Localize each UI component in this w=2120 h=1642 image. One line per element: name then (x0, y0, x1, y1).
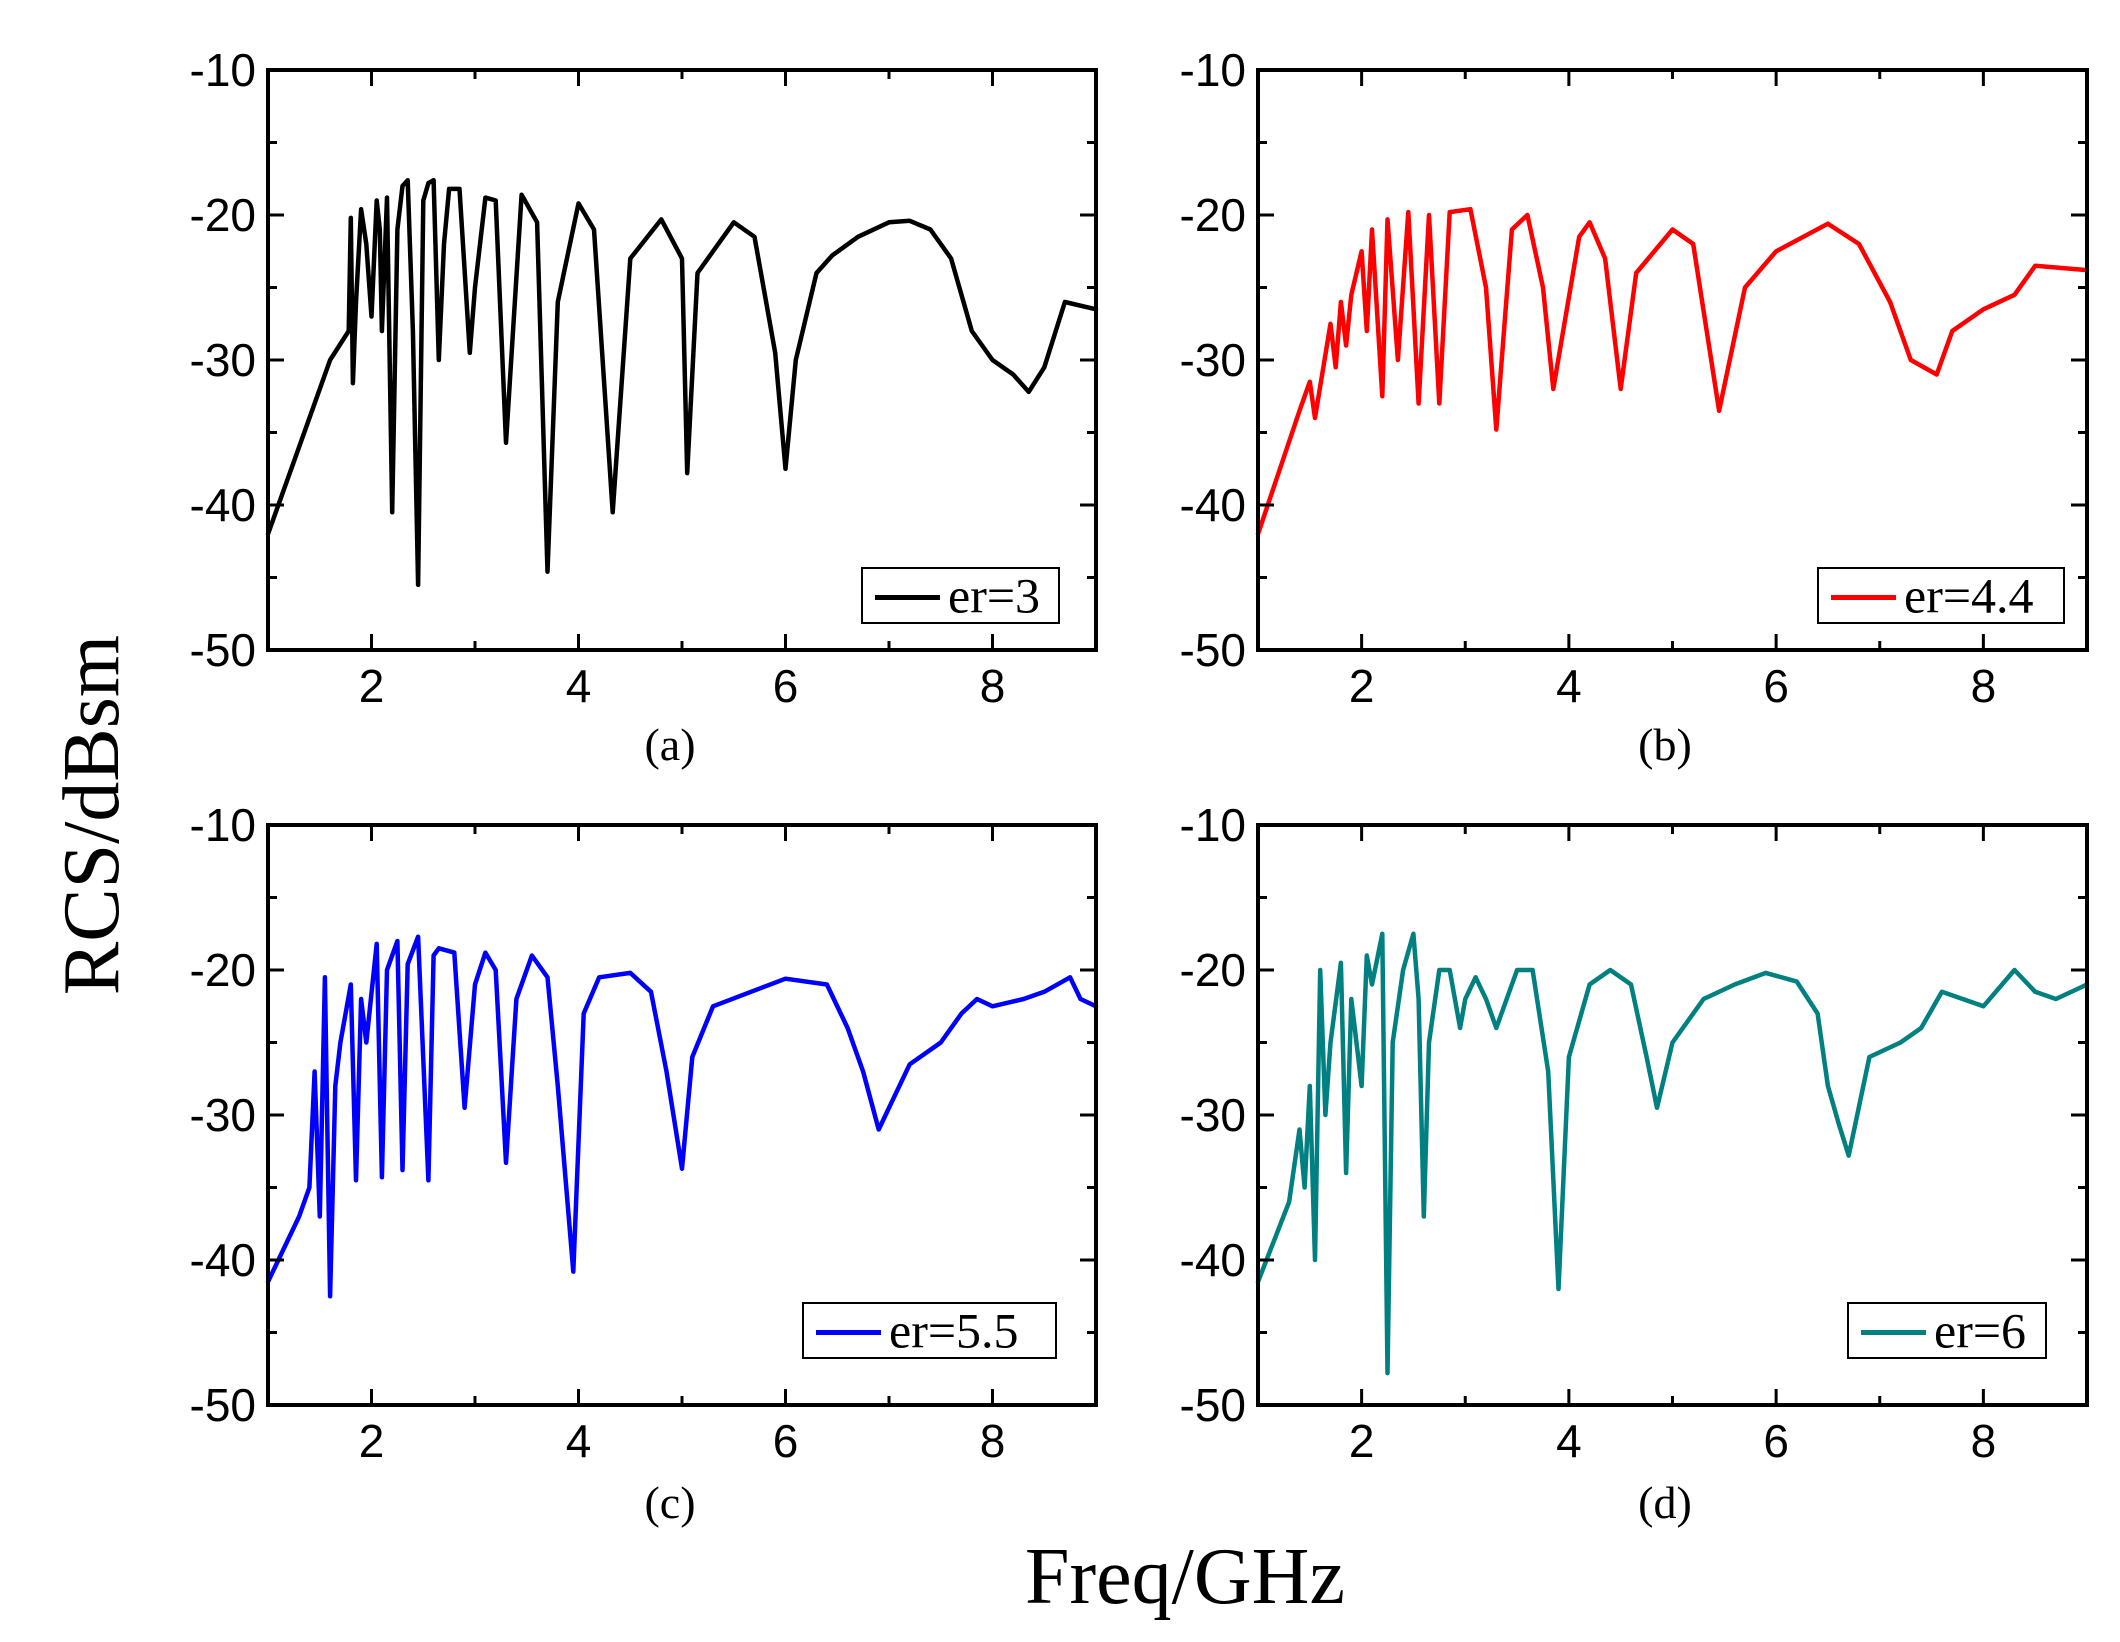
x-axis-title: Freq/GHz (1025, 1533, 1345, 1621)
y-tick-label: -50 (190, 1379, 256, 1431)
series-line (265, 934, 1099, 1299)
legend: er=6 (1847, 1302, 2047, 1359)
y-tick-label: -10 (190, 44, 256, 96)
y-tick-label: -50 (190, 624, 256, 676)
series-line (1255, 206, 2090, 537)
x-tick-label: 2 (1349, 1415, 1375, 1467)
y-tick-label: -50 (1180, 624, 1246, 676)
x-tick-label: 8 (980, 1415, 1006, 1467)
x-tick-label: 4 (1556, 1415, 1582, 1467)
legend-label: er=6 (1934, 1303, 2026, 1359)
x-tick-label: 6 (773, 1415, 799, 1467)
y-tick-label: -20 (1180, 944, 1246, 996)
x-tick-label: 2 (359, 1415, 385, 1467)
x-tick-label: 4 (1556, 660, 1582, 712)
y-tick-label: -50 (1180, 1379, 1246, 1431)
legend-label: er=4.4 (1904, 568, 2034, 624)
x-tick-label: 8 (1971, 660, 1997, 712)
x-tick-label: 8 (1971, 1415, 1997, 1467)
legend: er=4.4 (1817, 567, 2065, 624)
y-tick-label: -40 (1180, 1234, 1246, 1286)
series-line (265, 177, 1099, 588)
y-tick-label: -40 (1180, 479, 1246, 531)
legend: er=3 (861, 567, 1060, 624)
y-tick-label: -10 (190, 799, 256, 851)
y-tick-label: -30 (190, 334, 256, 386)
panel-label: (c) (644, 1477, 695, 1528)
panel-label: (a) (644, 719, 695, 770)
y-tick-label: -40 (190, 1234, 256, 1286)
x-tick-label: 2 (359, 660, 385, 712)
series-line (1255, 931, 2090, 1376)
x-tick-label: 6 (1763, 660, 1789, 712)
legend-label: er=3 (948, 568, 1040, 624)
x-tick-label: 6 (1763, 1415, 1789, 1467)
y-tick-label: -10 (1180, 799, 1246, 851)
plot-frame (266, 68, 1098, 652)
y-tick-label: -20 (190, 189, 256, 241)
y-tick-label: -40 (190, 479, 256, 531)
panel-label: (d) (1638, 1477, 1692, 1528)
x-tick-label: 6 (773, 660, 799, 712)
panel-a: 2 4 6 8 -10 -20 -30 -40 -50 er=3 (a) (190, 44, 1099, 770)
panel-b: 2 4 6 8 -10 -20 -30 -40 -50 er=4.4 (b) (1180, 44, 2090, 770)
legend: er=5.5 (802, 1302, 1057, 1359)
panel-d: 2 4 6 8 -10 -20 -30 -40 -50 er=6 (d) (1180, 799, 2090, 1528)
y-tick-label: -30 (190, 1089, 256, 1141)
x-tick-label: 4 (566, 1415, 592, 1467)
panel-c: 2 4 6 8 -10 -20 -30 -40 -50 er=5.5 (c) (190, 799, 1099, 1528)
panel-label: (b) (1638, 719, 1692, 770)
legend-label: er=5.5 (889, 1303, 1019, 1359)
y-tick-label: -20 (1180, 189, 1246, 241)
y-tick-label: -30 (1180, 334, 1246, 386)
x-tick-label: 2 (1349, 660, 1375, 712)
y-tick-label: -30 (1180, 1089, 1246, 1141)
x-tick-label: 4 (566, 660, 592, 712)
y-tick-label: -20 (190, 944, 256, 996)
x-tick-label: 8 (980, 660, 1006, 712)
y-tick-label: -10 (1180, 44, 1246, 96)
y-axis-title: RCS/dBsm (48, 635, 136, 995)
